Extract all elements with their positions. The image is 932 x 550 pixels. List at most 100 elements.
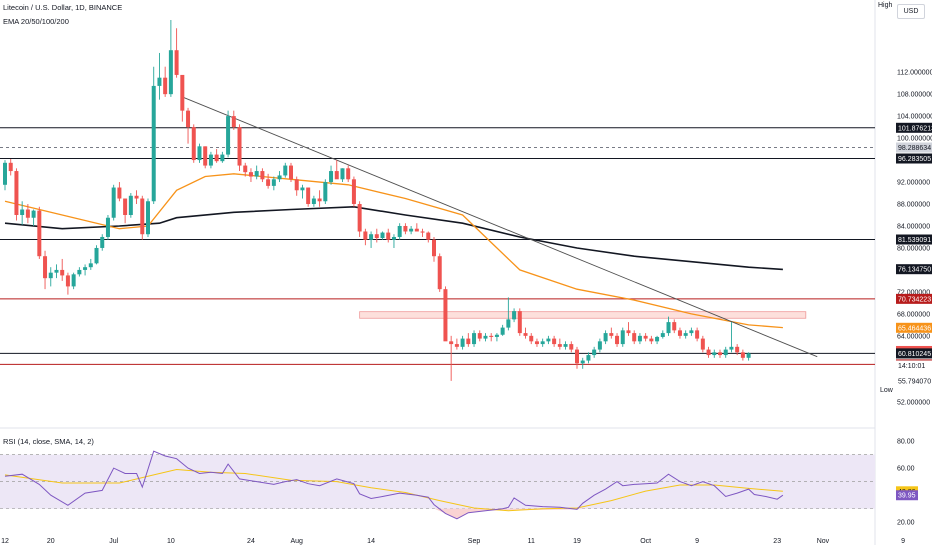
candle-body [672, 322, 677, 331]
candle-body [472, 333, 477, 345]
candle-body [340, 168, 345, 180]
candle-body [208, 154, 213, 166]
candle-body [637, 335, 642, 342]
price-tag [896, 360, 932, 371]
candle-body [231, 116, 236, 128]
candle-body [597, 341, 602, 350]
resistance-zone[interactable] [359, 311, 807, 319]
candle-body [214, 154, 219, 162]
candle-body [117, 187, 122, 199]
candle-body [723, 349, 728, 356]
price-axis: 112.000000 108.000000 104.000000 100.000000… [896, 70, 932, 527]
candle-body [609, 333, 614, 336]
candle-body [477, 333, 482, 339]
candle-body [65, 275, 70, 287]
rsi-tag [896, 490, 918, 501]
candle-body [706, 349, 711, 356]
rsi-tag-label: 39.95 [898, 493, 916, 500]
candle-body [283, 165, 288, 176]
candle-body [483, 335, 488, 339]
candle-body [586, 355, 591, 361]
price-tag [896, 375, 932, 386]
candle-body [323, 182, 328, 202]
level-tag [896, 293, 932, 304]
candle-body [689, 330, 694, 334]
candle-body [254, 171, 259, 177]
candle-body [260, 171, 265, 180]
price-tick-label: 68.000000 [897, 311, 930, 318]
currency-button[interactable]: USD [897, 4, 925, 19]
candle-body [620, 330, 625, 345]
candle-body [655, 336, 660, 342]
rsi-line [4, 450, 784, 520]
candle-body [494, 334, 499, 337]
candle-body [374, 234, 379, 239]
candle-body [243, 165, 248, 173]
candle-body [391, 236, 396, 240]
candle-body [100, 236, 105, 248]
candle-body [677, 330, 682, 336]
candle-body [529, 335, 534, 342]
level-tag [896, 122, 932, 133]
candle-body [163, 77, 168, 95]
candle-body [700, 338, 705, 350]
price-tag-label: 55.794070 [898, 378, 931, 385]
candle-body [277, 175, 282, 180]
candle-body [534, 341, 539, 345]
price-tag-label: 60.810245 [898, 351, 931, 358]
candle-body [569, 344, 574, 350]
candle-body [420, 231, 425, 233]
price-tick-label: 104.000000 [897, 114, 932, 121]
candle-body [203, 146, 208, 166]
candle-body [369, 234, 374, 240]
level-tag [896, 153, 932, 164]
candle-body [128, 195, 133, 215]
candle-body [37, 210, 42, 257]
time-axis: 12 20 Jul 10 24 Aug 14 Sep 11 19 Oct 9 23 Nov 9 [1, 538, 905, 545]
grid [0, 0, 876, 545]
candle-body [432, 239, 436, 257]
time-tick-label: 10 [167, 538, 175, 545]
time-tick-label: Aug [290, 538, 303, 545]
ema-legend[interactable]: EMA 20/50/100/200 [3, 17, 69, 26]
candle-body [449, 341, 454, 345]
candle-body [105, 217, 110, 237]
candle-body [77, 269, 82, 275]
time-tick-label: Jul [109, 538, 118, 545]
candle-body [660, 333, 665, 337]
candle-body [363, 231, 368, 240]
candle-body [191, 127, 196, 161]
candle-body [712, 352, 717, 356]
candle-body [60, 269, 65, 276]
price-tick-label: 92.000000 [897, 180, 930, 187]
price-tick-label: 112.000000 [897, 70, 932, 77]
candle-body [71, 274, 76, 287]
candle-body [718, 352, 722, 356]
candle-body [334, 171, 339, 180]
time-tick-label: 9 [901, 538, 905, 545]
candle-body [454, 344, 459, 347]
candle-body [615, 335, 620, 345]
candle-body [168, 50, 173, 95]
rsi-tick-label: 80.00 [897, 439, 915, 446]
price-tick-label: 88.000000 [897, 202, 930, 209]
candle-body [25, 209, 30, 218]
time-tick-label: 24 [247, 538, 255, 545]
candle-body [632, 333, 637, 342]
candle-body [540, 341, 545, 345]
descending-trendline[interactable] [182, 96, 818, 358]
price-tick-label: 80.000000 [897, 245, 930, 252]
level-tag [896, 142, 932, 153]
candle-body [329, 171, 334, 183]
candle-body [146, 201, 150, 235]
candle-body [517, 311, 522, 334]
candle-body [683, 333, 688, 336]
candle-body [397, 225, 402, 237]
rsi-legend[interactable]: RSI (14, close, SMA, 14, 2) [3, 437, 94, 446]
price-tag [896, 264, 932, 275]
candle-body [186, 110, 191, 128]
chart-title: Litecoin / U.S. Dollar, 1D, BINANCE [3, 3, 123, 12]
candle-body [603, 333, 608, 342]
candle-body [489, 335, 494, 337]
price-tag-label: 65.464436 [898, 325, 931, 332]
